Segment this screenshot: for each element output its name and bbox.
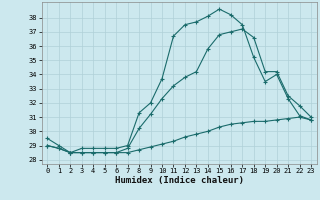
X-axis label: Humidex (Indice chaleur): Humidex (Indice chaleur) xyxy=(115,176,244,185)
